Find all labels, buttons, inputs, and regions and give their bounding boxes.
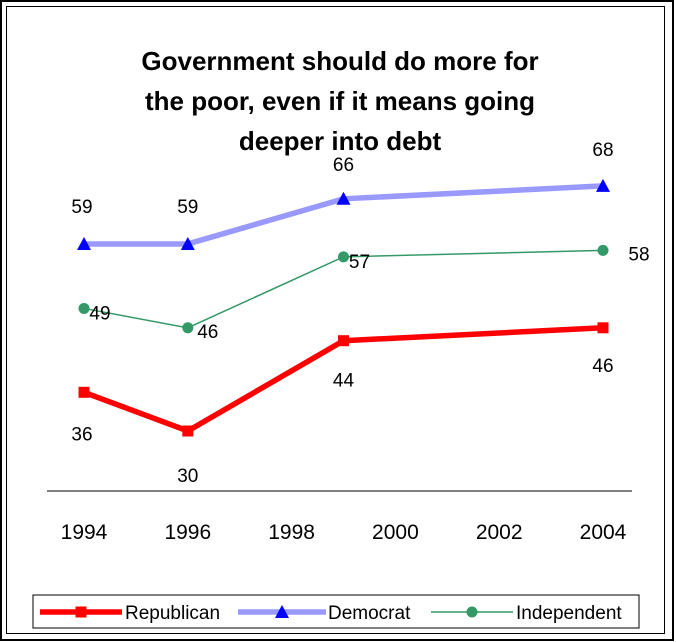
independent-line [83, 249, 604, 329]
independent-marker [597, 244, 609, 256]
x-tick-label: 1998 [268, 521, 315, 544]
legend-independent-marker [466, 606, 478, 618]
independent-marker [78, 302, 90, 314]
independent-data-label: 58 [628, 244, 649, 265]
democrat-marker [180, 236, 195, 250]
data-labels: 36 30 44 46 59 59 66 68 49 46 57 58 [71, 140, 649, 487]
chart-title-line-3: deeper into debt [238, 126, 442, 156]
republican-data-label: 44 [333, 371, 355, 392]
republican-data-label: 30 [177, 466, 198, 487]
legend-democrat-marker [275, 605, 289, 618]
x-tick-label: 1996 [164, 521, 211, 544]
chart-inner-frame [6, 6, 665, 634]
x-tick-label: 2004 [580, 521, 627, 544]
x-tick-label: 2000 [372, 521, 419, 544]
series-lines [83, 183, 604, 435]
republican-marker [597, 322, 609, 334]
independent-marker [182, 322, 194, 334]
republican-line [83, 325, 604, 435]
independent-data-label: 57 [349, 252, 370, 273]
democrat-marker [596, 178, 610, 192]
series-markers [77, 178, 610, 437]
democrat-data-label: 68 [592, 140, 613, 161]
legend-independent-label: Independent [516, 603, 622, 624]
democrat-marker [77, 236, 91, 250]
democrat-data-label: 59 [71, 197, 92, 218]
democrat-line [84, 183, 604, 247]
democrat-marker [336, 191, 351, 205]
republican-data-label: 36 [71, 424, 92, 445]
republican-marker [78, 386, 90, 398]
x-tick-labels: 1994 1996 1998 2000 2002 2004 [61, 521, 627, 544]
independent-data-label: 49 [89, 303, 110, 324]
chart-title-line-2: the poor, even if it means going [144, 86, 536, 116]
democrat-data-label: 59 [177, 197, 198, 218]
legend-box [32, 594, 640, 629]
legend-democrat-label: Democrat [328, 603, 411, 624]
republican-marker [182, 425, 194, 437]
legend: Republican Democrat Independent [40, 603, 622, 624]
legend-republican-label: Republican [125, 603, 220, 624]
independent-data-label: 46 [197, 322, 218, 343]
republican-data-label: 46 [592, 356, 613, 377]
independent-marker [338, 251, 349, 263]
republican-marker [338, 335, 349, 347]
x-tick-label: 1994 [61, 521, 108, 544]
x-tick-label: 2002 [476, 521, 523, 544]
chart-title-line-1: Government should do more for [141, 46, 539, 76]
legend-republican-marker [75, 606, 87, 618]
democrat-data-label: 66 [333, 155, 354, 176]
